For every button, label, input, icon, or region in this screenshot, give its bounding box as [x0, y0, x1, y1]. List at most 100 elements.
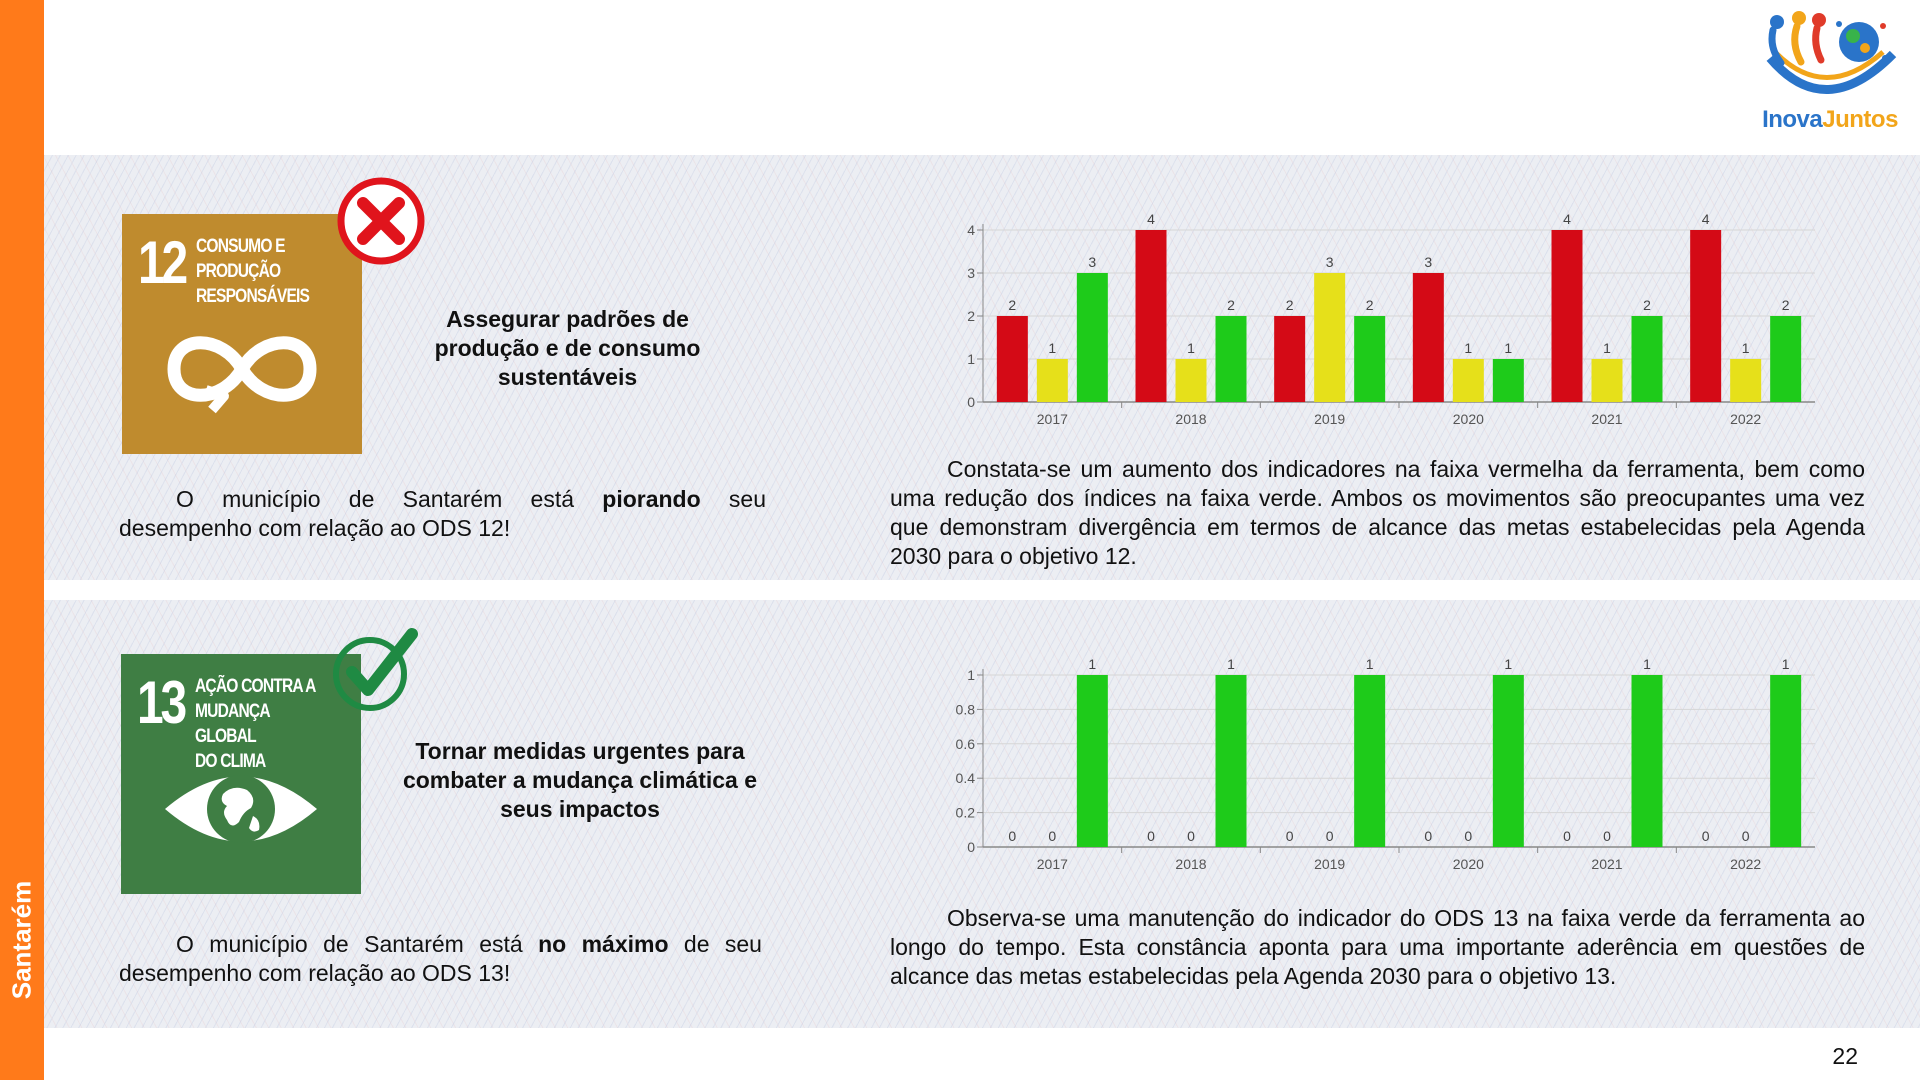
data-label: 0 [1286, 828, 1294, 844]
data-label: 0 [1326, 828, 1334, 844]
data-label: 1 [1227, 656, 1235, 672]
bar [1492, 359, 1524, 402]
data-label: 1 [1088, 656, 1096, 672]
logo-text-juntos: Juntos [1822, 106, 1898, 133]
data-label: 0 [1742, 828, 1750, 844]
page-number: 22 [1832, 1043, 1858, 1069]
bar [1354, 316, 1386, 402]
x-tick-label: 2022 [1730, 856, 1761, 872]
sidebar-label: Santarém [6, 880, 37, 1000]
sdg-13-tile: 13 AÇÃO CONTRA A MUDANÇA GLOBAL DO CLIMA [121, 654, 361, 894]
bar [1452, 359, 1484, 402]
data-label: 1 [1187, 340, 1195, 356]
y-tick-label: 0 [967, 839, 975, 855]
data-label: 1 [1782, 656, 1790, 672]
sdg-12-tile: 12 CONSUMO E PRODUÇÃO RESPONSÁVEIS [122, 214, 362, 454]
x-tick-label: 2020 [1453, 411, 1484, 427]
bar [1770, 316, 1802, 402]
ods13-status-before: O município de Santarém está [176, 931, 539, 957]
y-tick-label: 2 [967, 308, 975, 324]
ods13-chart: 0 0.2 0.4 0.6 0.8 1 0 0 1 2017 0 0 1 2018 0 0 1 2019 0 0 1 20… [956, 656, 1815, 872]
data-label: 1 [1366, 656, 1374, 672]
sdg-13-number: 13 [137, 669, 187, 736]
bar [1690, 230, 1722, 402]
ods13-description-text: Observa-se uma manutenção do indicador d… [890, 905, 1865, 989]
ods13-goal-text: Tornar medidas urgentes para combater a … [402, 738, 758, 822]
logo-text-inova: Inova [1762, 106, 1823, 133]
y-tick-label: 0.6 [956, 736, 976, 752]
data-label: 1 [1643, 656, 1651, 672]
y-tick-label: 4 [967, 222, 975, 238]
data-label: 2 [1643, 297, 1651, 313]
data-label: 2 [1366, 297, 1374, 313]
ods12-status-after: seu desempenho com relação ao ODS 12! [119, 486, 766, 541]
ods13-status-text: O município de Santarém está no máximo d… [119, 930, 762, 988]
y-tick-label: 3 [967, 265, 975, 281]
bar [1135, 230, 1167, 402]
x-tick-label: 2019 [1314, 411, 1345, 427]
data-label: 1 [1048, 340, 1056, 356]
data-label: 4 [1702, 211, 1710, 227]
logo-text: InovaJuntos [1755, 106, 1905, 134]
bar [1215, 675, 1247, 847]
sdg-12-number: 12 [138, 229, 188, 296]
data-label: 1 [1603, 340, 1611, 356]
data-label: 0 [1147, 828, 1155, 844]
x-tick-label: 2017 [1037, 411, 1068, 427]
logo-graphic [1766, 11, 1897, 94]
x-mark-icon [337, 177, 425, 265]
data-label: 2 [1782, 297, 1790, 313]
sdg-13-title: AÇÃO CONTRA A MUDANÇA GLOBAL DO CLIMA [195, 676, 316, 772]
data-label: 2 [1008, 297, 1016, 313]
data-label: 1 [1504, 656, 1512, 672]
data-label: 2 [1286, 297, 1294, 313]
ods12-status-text: O município de Santarém está piorando se… [119, 485, 766, 543]
data-label: 3 [1326, 254, 1334, 270]
data-label: 0 [1464, 828, 1472, 844]
bar [1492, 675, 1524, 847]
data-label: 0 [1008, 828, 1016, 844]
y-tick-label: 0.4 [956, 770, 976, 786]
data-label: 0 [1187, 828, 1195, 844]
y-tick-label: 1 [967, 351, 975, 367]
data-label: 4 [1147, 211, 1155, 227]
data-label: 1 [1742, 340, 1750, 356]
bar [1354, 675, 1386, 847]
ods13-description: Observa-se uma manutenção do indicador d… [890, 904, 1865, 991]
bar [1076, 675, 1108, 847]
bar [1175, 359, 1207, 402]
y-tick-label: 0 [967, 394, 975, 410]
ods12-status-before: O município de Santarém está [176, 486, 603, 512]
x-tick-label: 2022 [1730, 411, 1761, 427]
x-tick-label: 2021 [1591, 411, 1622, 427]
bar [1631, 316, 1663, 402]
sidebar: Santarém [0, 0, 44, 1080]
data-label: 1 [1464, 340, 1472, 356]
bar [1274, 316, 1306, 402]
ods12-description-text: Constata-se um aumento dos indicadores n… [890, 456, 1865, 569]
data-label: 1 [1504, 340, 1512, 356]
bar [1591, 359, 1623, 402]
data-label: 3 [1424, 254, 1432, 270]
ods12-chart: 0 1 2 3 4 2 1 3 2017 4 1 2 2018 2 3 2 2019 3 1 1 2020 4 1 2 2021… [967, 211, 1815, 427]
bar [996, 316, 1028, 402]
bar [1770, 675, 1802, 847]
data-label: 0 [1424, 828, 1432, 844]
bar [1412, 273, 1444, 402]
y-tick-label: 0.8 [956, 701, 976, 717]
x-tick-label: 2018 [1175, 411, 1206, 427]
ods12-description: Constata-se um aumento dos indicadores n… [890, 455, 1865, 571]
y-tick-label: 0.2 [956, 805, 976, 821]
data-label: 2 [1227, 297, 1235, 313]
bar [1551, 230, 1583, 402]
data-label: 0 [1702, 828, 1710, 844]
data-label: 4 [1563, 211, 1571, 227]
sdg-12-title: CONSUMO E PRODUÇÃO RESPONSÁVEIS [196, 236, 310, 307]
bar [1036, 359, 1068, 402]
x-tick-label: 2017 [1037, 856, 1068, 872]
ods13-status-emphasis: no máximo [538, 931, 669, 957]
bar [1631, 675, 1663, 847]
eye-globe-icon [165, 775, 317, 843]
x-tick-label: 2020 [1453, 856, 1484, 872]
x-tick-label: 2019 [1314, 856, 1345, 872]
